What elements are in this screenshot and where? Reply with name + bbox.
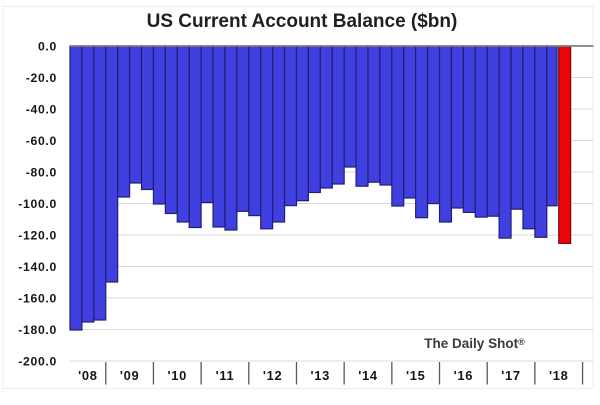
svg-text:'13: '13: [311, 368, 331, 383]
svg-text:'12: '12: [263, 368, 283, 383]
svg-text:0.0: 0.0: [38, 40, 57, 54]
svg-text:'08: '08: [78, 368, 98, 383]
svg-text:The Daily Shot®: The Daily Shot®: [424, 336, 525, 351]
svg-text:-100.0: -100.0: [18, 197, 57, 211]
svg-text:-180.0: -180.0: [18, 323, 57, 337]
svg-text:-120.0: -120.0: [18, 229, 57, 243]
svg-text:'09: '09: [120, 368, 140, 383]
svg-text:-160.0: -160.0: [18, 292, 57, 306]
svg-text:-40.0: -40.0: [26, 103, 57, 117]
svg-text:US Current Account Balance ($b: US Current Account Balance ($bn): [147, 11, 458, 32]
svg-text:-20.0: -20.0: [26, 71, 57, 85]
svg-text:-80.0: -80.0: [26, 166, 57, 180]
svg-text:'17: '17: [501, 368, 521, 383]
svg-text:-60.0: -60.0: [26, 134, 57, 148]
svg-text:'14: '14: [358, 368, 378, 383]
svg-text:'16: '16: [454, 368, 474, 383]
svg-text:'11: '11: [216, 368, 235, 383]
svg-text:'15: '15: [406, 368, 426, 383]
svg-text:'10: '10: [168, 368, 188, 383]
svg-text:-140.0: -140.0: [18, 260, 57, 274]
svg-text:'18: '18: [549, 368, 569, 383]
svg-text:-200.0: -200.0: [18, 355, 57, 369]
